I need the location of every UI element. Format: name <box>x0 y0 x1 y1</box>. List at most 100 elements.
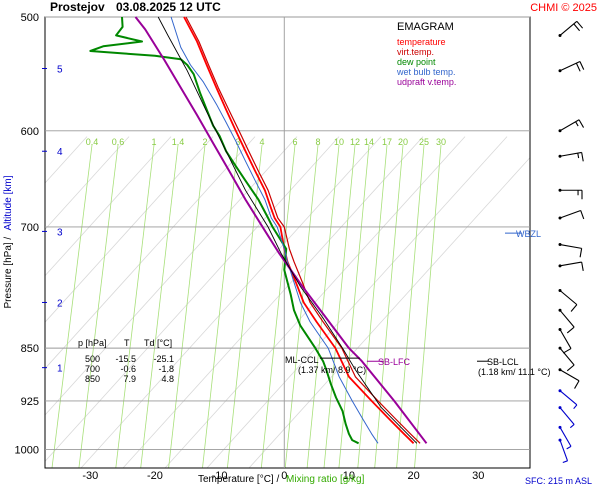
mixing-ratio-line <box>374 144 404 469</box>
wind-barb <box>558 425 572 450</box>
mixing-ratio-label: 3 <box>235 137 240 147</box>
adiabat-line <box>122 136 424 469</box>
legend-title: EMAGRAM <box>397 21 454 33</box>
altitude-tick-label: 1 <box>57 364 63 375</box>
wind-barb <box>558 346 575 372</box>
credit-label: CHMI © 2025 <box>530 2 597 14</box>
wind-barb-dot <box>558 368 562 372</box>
altitude-tick-label: 3 <box>57 227 63 238</box>
sb-lfc-label: SB-LFC <box>378 357 411 367</box>
pressure-tick-label: 600 <box>21 126 39 138</box>
wind-barb <box>558 438 569 464</box>
mixing-ratio-label: 2 <box>202 137 207 147</box>
wbzl-label: WBZL <box>516 229 541 239</box>
series-wet-bulb-temp <box>170 16 379 444</box>
wind-barb-flag <box>569 424 575 429</box>
pressure-tick-label: 850 <box>21 343 39 355</box>
profile-series <box>89 16 428 445</box>
series-temperature <box>183 16 415 444</box>
wind-barb-flag <box>578 119 585 128</box>
mixing-ratio-label: 12 <box>350 137 360 147</box>
wind-barb-flag <box>580 210 585 220</box>
table-cell: -0.6 <box>120 364 136 374</box>
wind-barb-flag <box>575 62 581 72</box>
wind-barb-staff <box>559 244 582 249</box>
wind-barb <box>558 288 578 312</box>
wind-barb-dot <box>558 406 562 410</box>
pressure-tick-labels: 500 600 700 850 925 1000 <box>15 12 39 457</box>
wind-barb <box>558 20 584 37</box>
mixing-ratio-labels: 0.4 0.6 1 1.4 2 3 4 6 8 10 12 14 17 20 25 30 <box>86 137 446 147</box>
table-cell: -25.1 <box>153 354 174 364</box>
mixing-ratio-label: 8 <box>315 137 320 147</box>
table-cell: 7.9 <box>123 374 136 384</box>
wind-barb-flag <box>566 364 575 372</box>
wind-barb-flag <box>581 261 584 271</box>
wind-barb-staff <box>559 427 572 447</box>
temperature-tick-label: -20 <box>147 470 163 482</box>
wind-barb <box>558 151 584 162</box>
altitude-tick-label: 2 <box>57 298 63 309</box>
table-cell: 500 <box>85 354 100 364</box>
mixing-ratio-label: 0.6 <box>112 137 125 147</box>
y-axis-title: Pressure [hPa] / Altitude [km] <box>3 175 14 308</box>
mixing-ratio-line <box>227 144 263 469</box>
wind-barb-staff <box>559 369 580 382</box>
background-lines <box>44 136 531 469</box>
wind-barb-flag <box>566 445 572 450</box>
wind-barb-flag <box>579 61 585 70</box>
mixing-ratio-line <box>51 144 93 469</box>
wind-barb-flag <box>574 380 580 389</box>
mixing-ratio-label: 14 <box>364 137 374 147</box>
wind-barb-flag <box>562 460 568 464</box>
temperature-tick-label: 30 <box>472 470 484 482</box>
wind-barb <box>558 209 585 220</box>
wind-barb-staff <box>559 407 575 425</box>
wind-barb-staff <box>559 290 578 306</box>
surface-label: SFC: 215 m ASL <box>525 476 592 486</box>
ml-ccl-label: ML-CCL <box>285 355 319 365</box>
y-axis-title-altitude: Altitude [km] <box>3 175 14 230</box>
legend: EMAGRAM temperature virt.temp. dew point… <box>396 21 456 87</box>
wind-barb-staff <box>559 20 578 36</box>
mixing-ratio-label: 1 <box>151 137 156 147</box>
wind-barb-dot <box>558 288 562 292</box>
wind-barb <box>558 368 580 389</box>
table-cell: 4.8 <box>161 374 174 384</box>
wind-barbs <box>558 20 585 464</box>
values-table: p [hPa] T Td [°C] 500 -15.5 -25.1 700 -0… <box>78 338 174 384</box>
wind-barb-dot <box>558 438 562 442</box>
mixing-ratio-label: 30 <box>436 137 446 147</box>
legend-item-wet-bulb: wet bulb temp. <box>396 67 456 77</box>
datetime-title: 03.08.2025 12 UTC <box>116 0 221 14</box>
mixing-ratio-line <box>323 144 356 469</box>
sb-lcl-label: (1.18 km/ 11.1 °C) <box>478 367 550 377</box>
wind-barb-dot <box>558 389 562 393</box>
legend-item-virt-temp: virt.temp. <box>397 47 434 57</box>
wind-barb-staff <box>559 60 581 72</box>
table-header-td: Td [°C] <box>144 338 172 348</box>
mixing-ratio-line <box>202 144 239 469</box>
series-parcel-environment <box>157 16 418 444</box>
mixing-ratio-line <box>168 144 206 469</box>
wind-barb-dot <box>558 425 562 429</box>
wind-barb <box>558 119 585 133</box>
adiabat-line <box>44 136 340 462</box>
table-cell: -15.5 <box>115 354 136 364</box>
wind-barb-flag <box>581 152 584 162</box>
annotations: WBZL ML-CCL(1.37 km/ 8.9 °C) SB-LFC SB-LCL(… <box>285 229 550 377</box>
adiabat-line <box>44 136 172 277</box>
pressure-tick-label: 500 <box>21 12 39 24</box>
temperature-tick-label: -30 <box>82 470 98 482</box>
wind-barb-flag <box>576 20 584 29</box>
wind-barb <box>558 389 578 410</box>
mixing-ratio-line <box>338 144 370 469</box>
legend-item-dew-point: dew point <box>397 57 436 67</box>
wind-barb-dot <box>558 33 562 37</box>
wind-barb-staff <box>559 347 575 366</box>
wind-barb-dot <box>558 243 562 247</box>
mixing-ratio-line <box>414 144 442 469</box>
wind-barb-dot <box>558 69 562 73</box>
legend-item-updraft: udpraft v.temp. <box>397 77 456 87</box>
